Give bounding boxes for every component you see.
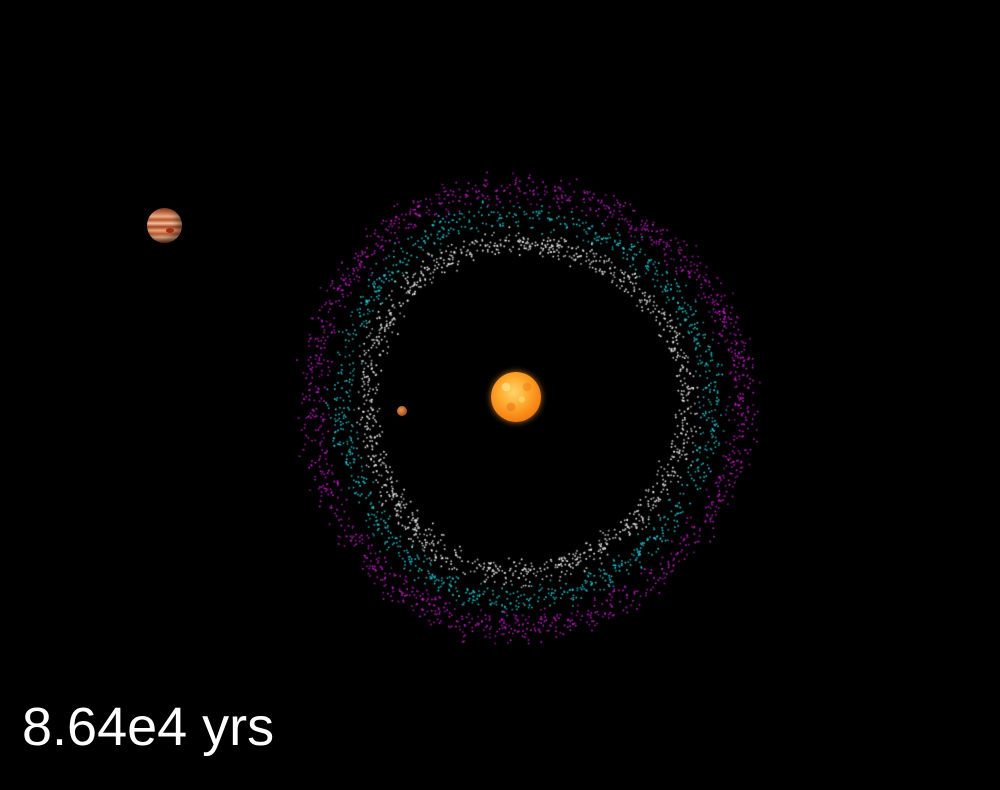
sun-star bbox=[491, 372, 541, 422]
jupiter-planet bbox=[147, 208, 182, 243]
small-planet bbox=[397, 406, 407, 416]
elapsed-time-label: 8.64e4 yrs bbox=[22, 697, 275, 757]
